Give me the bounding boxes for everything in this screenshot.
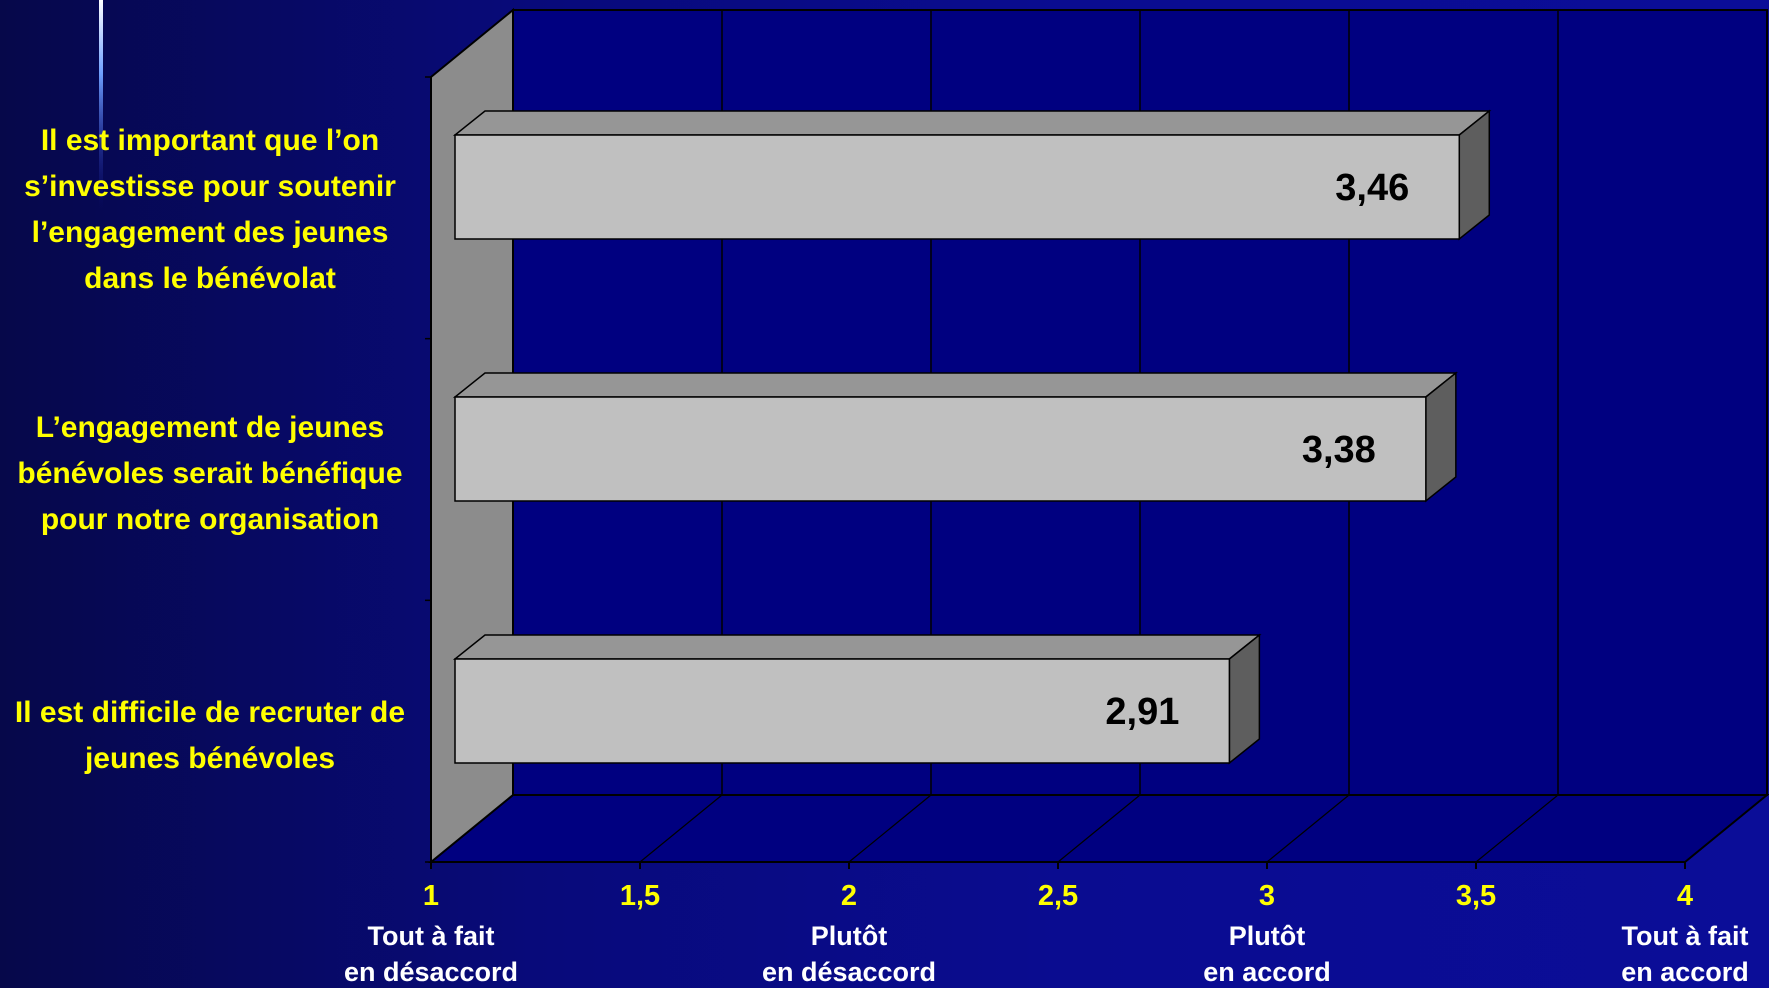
x-tick-description: en accord bbox=[1621, 957, 1749, 987]
category-label: Il est important que l’on s’investisse p… bbox=[24, 124, 396, 295]
bar-value-label: 3,46 bbox=[1335, 167, 1409, 209]
bar: 2,91 bbox=[452, 633, 1262, 765]
bar: 3,46 bbox=[452, 109, 1492, 241]
bar-top bbox=[452, 110, 1492, 136]
x-tick-description: en désaccord bbox=[344, 957, 518, 987]
bar-top bbox=[452, 372, 1458, 398]
bar-front bbox=[454, 658, 1231, 764]
floor-gridline bbox=[1266, 794, 1350, 863]
x-tick-label: 3 bbox=[1259, 880, 1275, 912]
x-tick-description: Plutôt bbox=[811, 921, 887, 951]
floor-gridline bbox=[848, 794, 932, 863]
accent-line bbox=[99, 0, 103, 210]
bar-top bbox=[452, 634, 1262, 660]
x-tick-description: Tout à fait bbox=[368, 921, 495, 951]
category-label: Il est difficile de recruter de jeunes b… bbox=[14, 696, 406, 775]
x-tick-label: 2 bbox=[841, 880, 857, 912]
floor-gridline bbox=[1684, 794, 1768, 863]
bar-front bbox=[454, 396, 1427, 502]
x-tick-description: Tout à fait bbox=[1622, 921, 1749, 951]
category-label: L’engagement de jeunes bénévoles serait … bbox=[17, 411, 403, 536]
x-tick-label: 3,5 bbox=[1456, 880, 1496, 912]
floor-gridline bbox=[1475, 794, 1559, 863]
x-tick-label: 1,5 bbox=[620, 880, 660, 912]
bar-value-label: 3,38 bbox=[1302, 429, 1376, 471]
bar: 3,38 bbox=[452, 371, 1458, 503]
x-tick-description: en accord bbox=[1203, 957, 1331, 987]
x-tick-description: Plutôt bbox=[1229, 921, 1305, 951]
x-tick-label: 1 bbox=[423, 880, 439, 912]
x-tick-label: 2,5 bbox=[1038, 880, 1078, 912]
floor-gridline bbox=[1057, 794, 1141, 863]
x-tick-label: 4 bbox=[1677, 880, 1693, 912]
bar-front bbox=[454, 134, 1461, 240]
floor-gridline bbox=[639, 794, 723, 863]
x-tick-description: en désaccord bbox=[762, 957, 936, 987]
bar-value-label: 2,91 bbox=[1105, 691, 1179, 733]
